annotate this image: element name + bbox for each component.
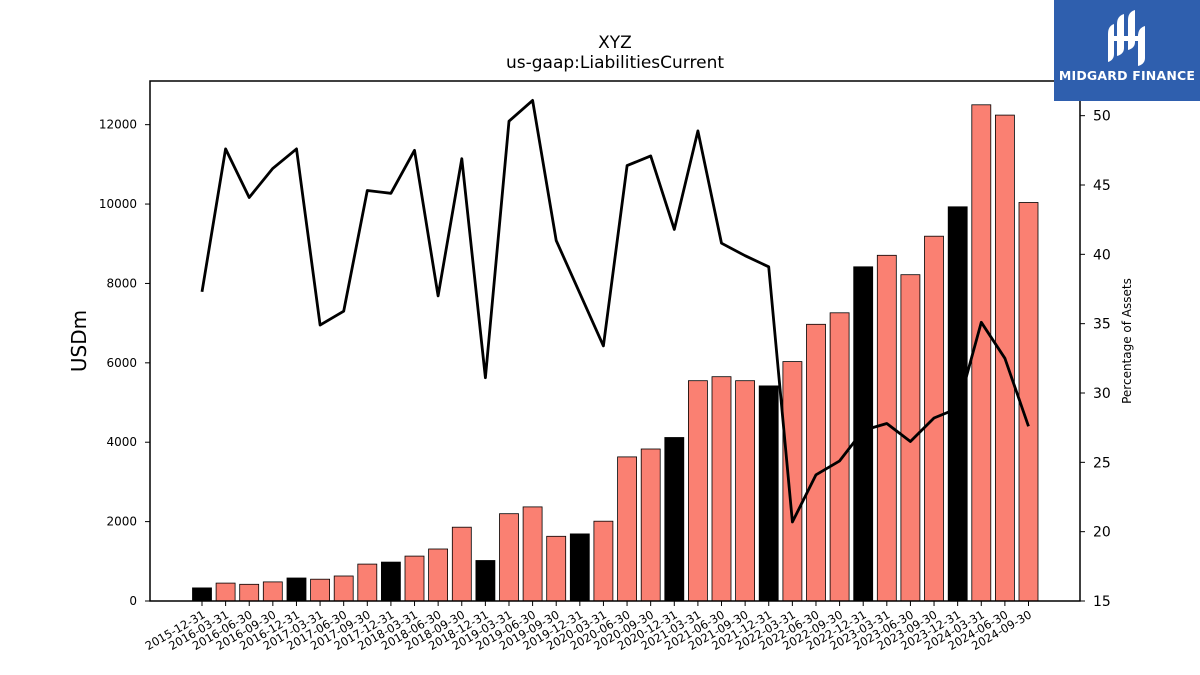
bar-2020-06-30 <box>617 456 637 602</box>
bar-2018-12-31 <box>475 560 496 602</box>
logo-text: MIDGARD FINANCE <box>1058 68 1196 83</box>
bar-2020-09-30 <box>640 448 661 602</box>
plot-frame <box>149 80 1081 602</box>
bar-2024-09-30 <box>1018 202 1039 602</box>
midgard-logo-icon <box>1108 10 1145 66</box>
left-axis: 0 2000 4000 6000 8000 10000 12000 <box>99 118 150 608</box>
y-tick-label: 4000 <box>106 435 137 449</box>
x-axis: 2015-12-312016-03-312016-06-302016-09-30… <box>143 601 1034 653</box>
bar-2024-03-31 <box>971 104 992 602</box>
y-tick-label: 6000 <box>106 356 137 370</box>
right-axis: 15 20 25 30 35 40 45 50 <box>1080 109 1111 610</box>
bar-2016-09-30 <box>262 581 283 602</box>
bar-2021-09-30 <box>735 380 755 602</box>
bar-2019-12-31 <box>569 533 590 602</box>
y2-tick-label: 15 <box>1093 594 1111 610</box>
bar-2016-12-31 <box>286 577 307 602</box>
bar-2017-06-30 <box>333 575 354 602</box>
bar-2016-03-31 <box>215 582 236 602</box>
y-axis-label: USDm <box>67 310 91 372</box>
bar-2015-12-31 <box>192 587 212 602</box>
percentage-line <box>200 99 1030 524</box>
bar-2019-03-31 <box>499 513 519 602</box>
bar-2020-03-31 <box>593 520 614 602</box>
bar-2019-06-30 <box>522 506 543 602</box>
bar-2017-12-31 <box>380 561 401 602</box>
bar-2018-03-31 <box>404 555 425 602</box>
bar-2018-09-30 <box>451 526 472 602</box>
chart-title: XYZ <box>598 33 632 53</box>
y2-tick-label: 50 <box>1093 109 1111 125</box>
y2-tick-label: 35 <box>1093 317 1111 333</box>
bar-2018-06-30 <box>428 548 449 602</box>
midgard-logo: MIDGARD FINANCE <box>1054 0 1200 101</box>
bar-2021-12-31 <box>758 385 779 602</box>
bar-2022-12-31 <box>853 266 874 602</box>
y2-axis-label: Percentage of Assets <box>1120 278 1134 404</box>
y-tick-label: 0 <box>129 594 137 608</box>
bars-group <box>192 104 1039 602</box>
bar-2021-03-31 <box>688 380 708 602</box>
line-group <box>200 99 1030 524</box>
y2-tick-label: 45 <box>1093 178 1111 194</box>
bar-2021-06-30 <box>711 376 732 602</box>
bar-2019-09-30 <box>546 535 567 602</box>
bar-2017-03-31 <box>310 578 331 602</box>
bar-2020-12-31 <box>664 437 685 602</box>
bar-2022-09-30 <box>829 312 850 602</box>
y2-tick-label: 30 <box>1093 386 1111 402</box>
y-tick-label: 8000 <box>106 276 137 290</box>
bar-2022-03-31 <box>782 361 803 602</box>
y2-tick-label: 20 <box>1093 525 1111 541</box>
chart-subtitle: us-gaap:LiabilitiesCurrent <box>506 53 724 73</box>
bar-2017-09-30 <box>357 563 378 602</box>
y-tick-label: 2000 <box>106 515 137 529</box>
y-tick-label: 10000 <box>99 197 137 211</box>
bar-2022-06-30 <box>806 323 826 602</box>
y-tick-label: 12000 <box>99 118 137 132</box>
bar-2016-06-30 <box>239 583 260 602</box>
y2-tick-label: 25 <box>1093 455 1111 471</box>
y2-tick-label: 40 <box>1093 247 1111 263</box>
